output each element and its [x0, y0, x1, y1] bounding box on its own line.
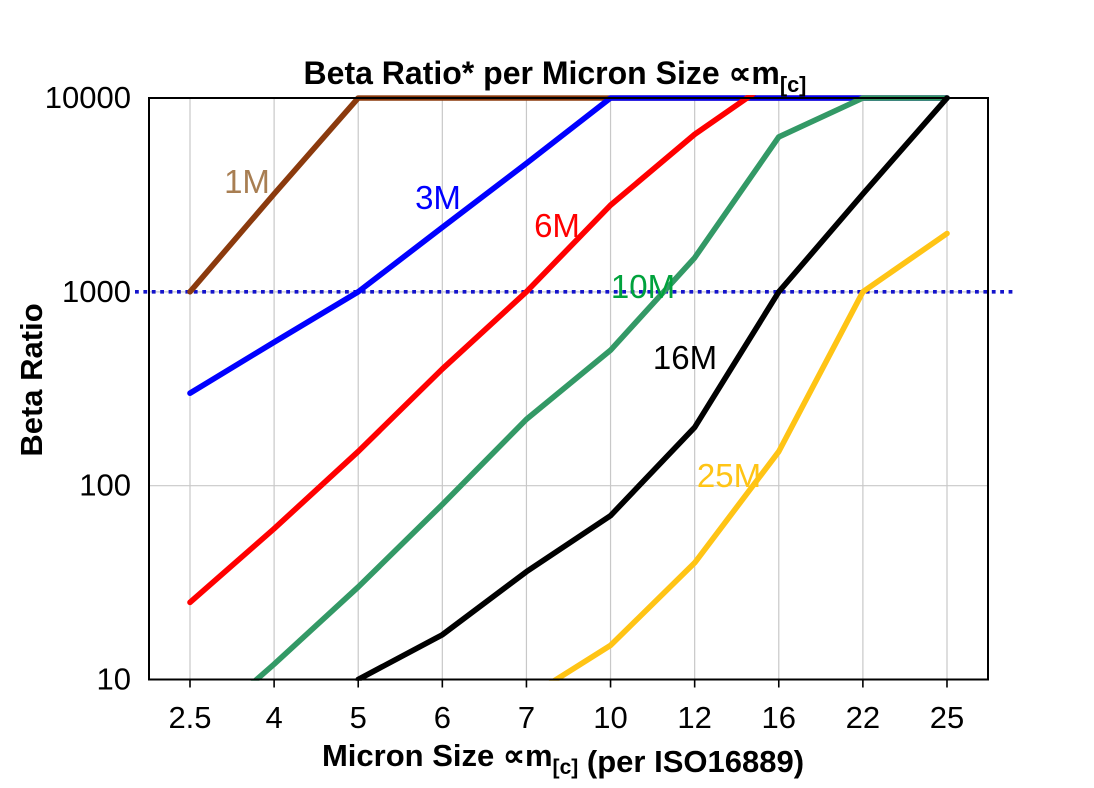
series-line-10M [250, 95, 950, 681]
series-label-16M: 16M [653, 339, 717, 376]
series-line-25M [548, 230, 950, 681]
series-label-10M: 10M [611, 268, 675, 305]
x-tick-label-5: 5 [350, 700, 367, 735]
y-tick-label-10000: 10000 [45, 80, 131, 115]
x-tick-label-12: 12 [677, 700, 711, 735]
x-tick-marks [189, 680, 948, 688]
x-axis-title: Micron Size ∝m[c] (per ISO16889) [322, 738, 804, 779]
y-tick-label-1000: 1000 [62, 274, 131, 309]
y-tick-label-100: 100 [79, 468, 131, 503]
series-label-1M: 1M [224, 163, 270, 200]
series-label-25M: 25M [697, 457, 761, 494]
plot-border [148, 97, 989, 681]
x-tick-label-4: 4 [265, 700, 282, 735]
chart-title: Beta Ratio* per Micron Size ∝m[c] [304, 55, 807, 97]
x-tick-label-25: 25 [930, 700, 964, 735]
series-line-16M [355, 95, 950, 681]
x-tick-label-10: 10 [593, 700, 627, 735]
series-line-6M [187, 95, 757, 606]
x-tick-label-7: 7 [518, 700, 535, 735]
x-tick-label-6: 6 [434, 700, 451, 735]
series-label-6M: 6M [534, 207, 580, 244]
x-tick-label-22: 22 [846, 700, 880, 735]
y-axis-title: Beta Ratio [14, 303, 49, 456]
series-label-3M: 3M [415, 179, 461, 216]
x-tick-label-16: 16 [762, 700, 796, 735]
x-tick-label-2.5: 2.5 [168, 700, 211, 735]
y-tick-label-10: 10 [97, 662, 131, 697]
